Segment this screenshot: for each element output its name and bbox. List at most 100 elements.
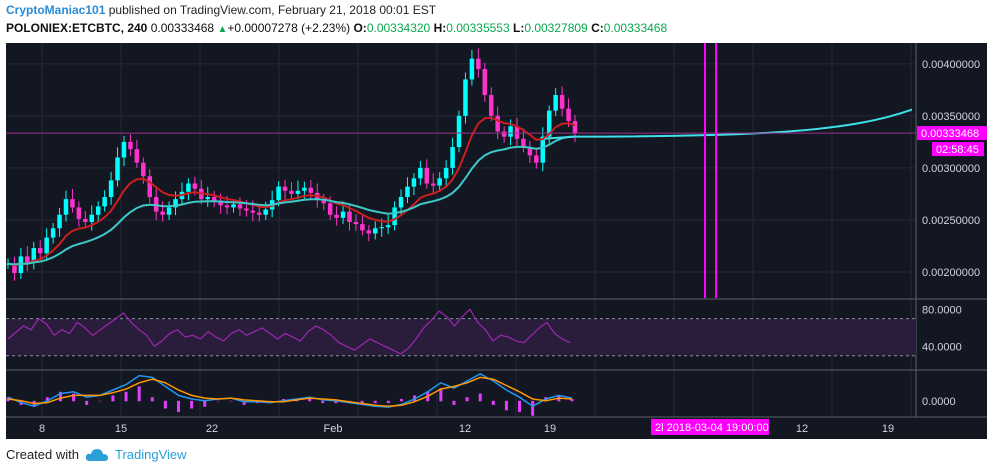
macd-histogram-bar (373, 400, 377, 404)
candle-body (373, 228, 378, 234)
candle-body (521, 138, 526, 148)
candle-body (347, 211, 352, 223)
candle-body (70, 199, 75, 208)
candle-body (31, 248, 37, 263)
macd-histogram-bar (98, 400, 102, 402)
open-value: 0.00334320 (366, 21, 431, 35)
macd-histogram-bar (163, 400, 167, 409)
candle-body (476, 58, 481, 70)
time-highlight-label: 2l 2018-03-04 19:00:00 (655, 422, 769, 434)
price-change: +0.00007278 (+2.23%) (227, 21, 351, 35)
candle-body (392, 207, 397, 226)
candle-body (166, 207, 172, 215)
candle-body (546, 110, 552, 137)
macd-histogram-bar (203, 400, 207, 407)
candle-body (379, 227, 384, 229)
created-with-label: Created with (6, 447, 79, 462)
candle-body (482, 69, 488, 96)
candle-body (276, 186, 281, 201)
footer: Created with TradingView (6, 447, 187, 462)
macd-histogram-bar (45, 397, 49, 402)
ema-short-line (7, 116, 576, 267)
price-tick-label: 0.00350000 (922, 111, 980, 123)
candle-body (37, 248, 43, 254)
candle-body (430, 183, 436, 186)
macd-histogram-bar (465, 397, 469, 402)
candle-body (244, 208, 249, 211)
macd-histogram-bar (386, 400, 390, 404)
candle-body (102, 197, 107, 207)
macd-histogram-bar (124, 391, 128, 402)
macd-signal-line (7, 376, 573, 407)
macd-histogram-bar (452, 400, 456, 405)
time-tick-label: 8 (39, 423, 45, 435)
price-scale-background (916, 43, 987, 417)
macd-histogram-bar (72, 393, 76, 402)
candle-body (63, 199, 69, 215)
symbol-label: POLONIEX:ETCBTC, 240 (6, 21, 148, 35)
publish-info: published on TradingView.com, February 2… (108, 3, 437, 17)
candle-body (411, 178, 417, 187)
price-tick-label: 0.00300000 (922, 163, 980, 175)
candle-body (108, 180, 114, 198)
candle-body (469, 58, 475, 80)
last-price-badge (917, 126, 987, 141)
macd-histogram-bar (570, 399, 574, 402)
candle-body (186, 183, 191, 192)
macd-histogram-bar (360, 400, 364, 404)
candle-body (327, 203, 333, 215)
candle-body (353, 222, 359, 225)
macd-histogram-bar (150, 397, 154, 402)
macd-histogram-bar (504, 400, 508, 411)
candle-body (289, 190, 294, 194)
candle-body (160, 211, 165, 215)
macd-histogram-bar (229, 400, 233, 402)
ema-long-line (7, 135, 576, 266)
candle-body (360, 224, 365, 231)
close-label: C: (591, 21, 604, 35)
time-scale-background (6, 417, 987, 439)
candle-body (295, 190, 301, 194)
candle-body (495, 115, 500, 132)
candle-body (50, 228, 56, 238)
candle-body (89, 214, 95, 223)
candle-body (508, 126, 513, 137)
candle-body (128, 141, 133, 150)
rsi-tick-label: 80.0000 (922, 304, 962, 316)
candle-body (501, 131, 507, 137)
candle-body (385, 225, 391, 228)
tradingview-link[interactable]: TradingView (114, 447, 187, 462)
candle-body (418, 167, 423, 179)
candle-body (456, 115, 462, 148)
time-tick-label: 12 (459, 423, 471, 435)
candle-body (218, 201, 223, 206)
candle-body (205, 197, 210, 200)
candle-body (366, 230, 372, 234)
price-tick-label: 0.00250000 (922, 215, 980, 227)
candle-body (534, 155, 539, 163)
candle-body (115, 157, 120, 181)
candle-body (450, 147, 455, 168)
macd-histogram-bar (190, 400, 194, 409)
macd-histogram-bar (518, 400, 522, 413)
rsi-tick-label: 40.0000 (922, 341, 962, 353)
macd-tick-label: 0.0000 (922, 396, 956, 408)
candle-body (250, 210, 256, 213)
candle-body (224, 205, 230, 208)
high-value: 0.00335553 (446, 21, 510, 35)
candle-body (437, 178, 442, 186)
macd-histogram-bar (216, 400, 220, 402)
candle-body (192, 183, 198, 189)
chart-area[interactable]: 0.00400000 0.00350000 0.00300000 0.00250000… (0, 40, 991, 440)
candle-body (566, 108, 571, 122)
candle-body (173, 199, 178, 208)
candle-body (12, 263, 17, 274)
candle-body (211, 197, 217, 202)
candle-body (321, 199, 326, 204)
candle-body (572, 121, 578, 134)
author-link[interactable]: CryptoManiac101 (6, 3, 106, 17)
candle-body (514, 126, 520, 139)
last-price: 0.00333468 (150, 21, 215, 35)
macd-histogram-bar (85, 400, 89, 405)
candle-body (83, 218, 88, 223)
